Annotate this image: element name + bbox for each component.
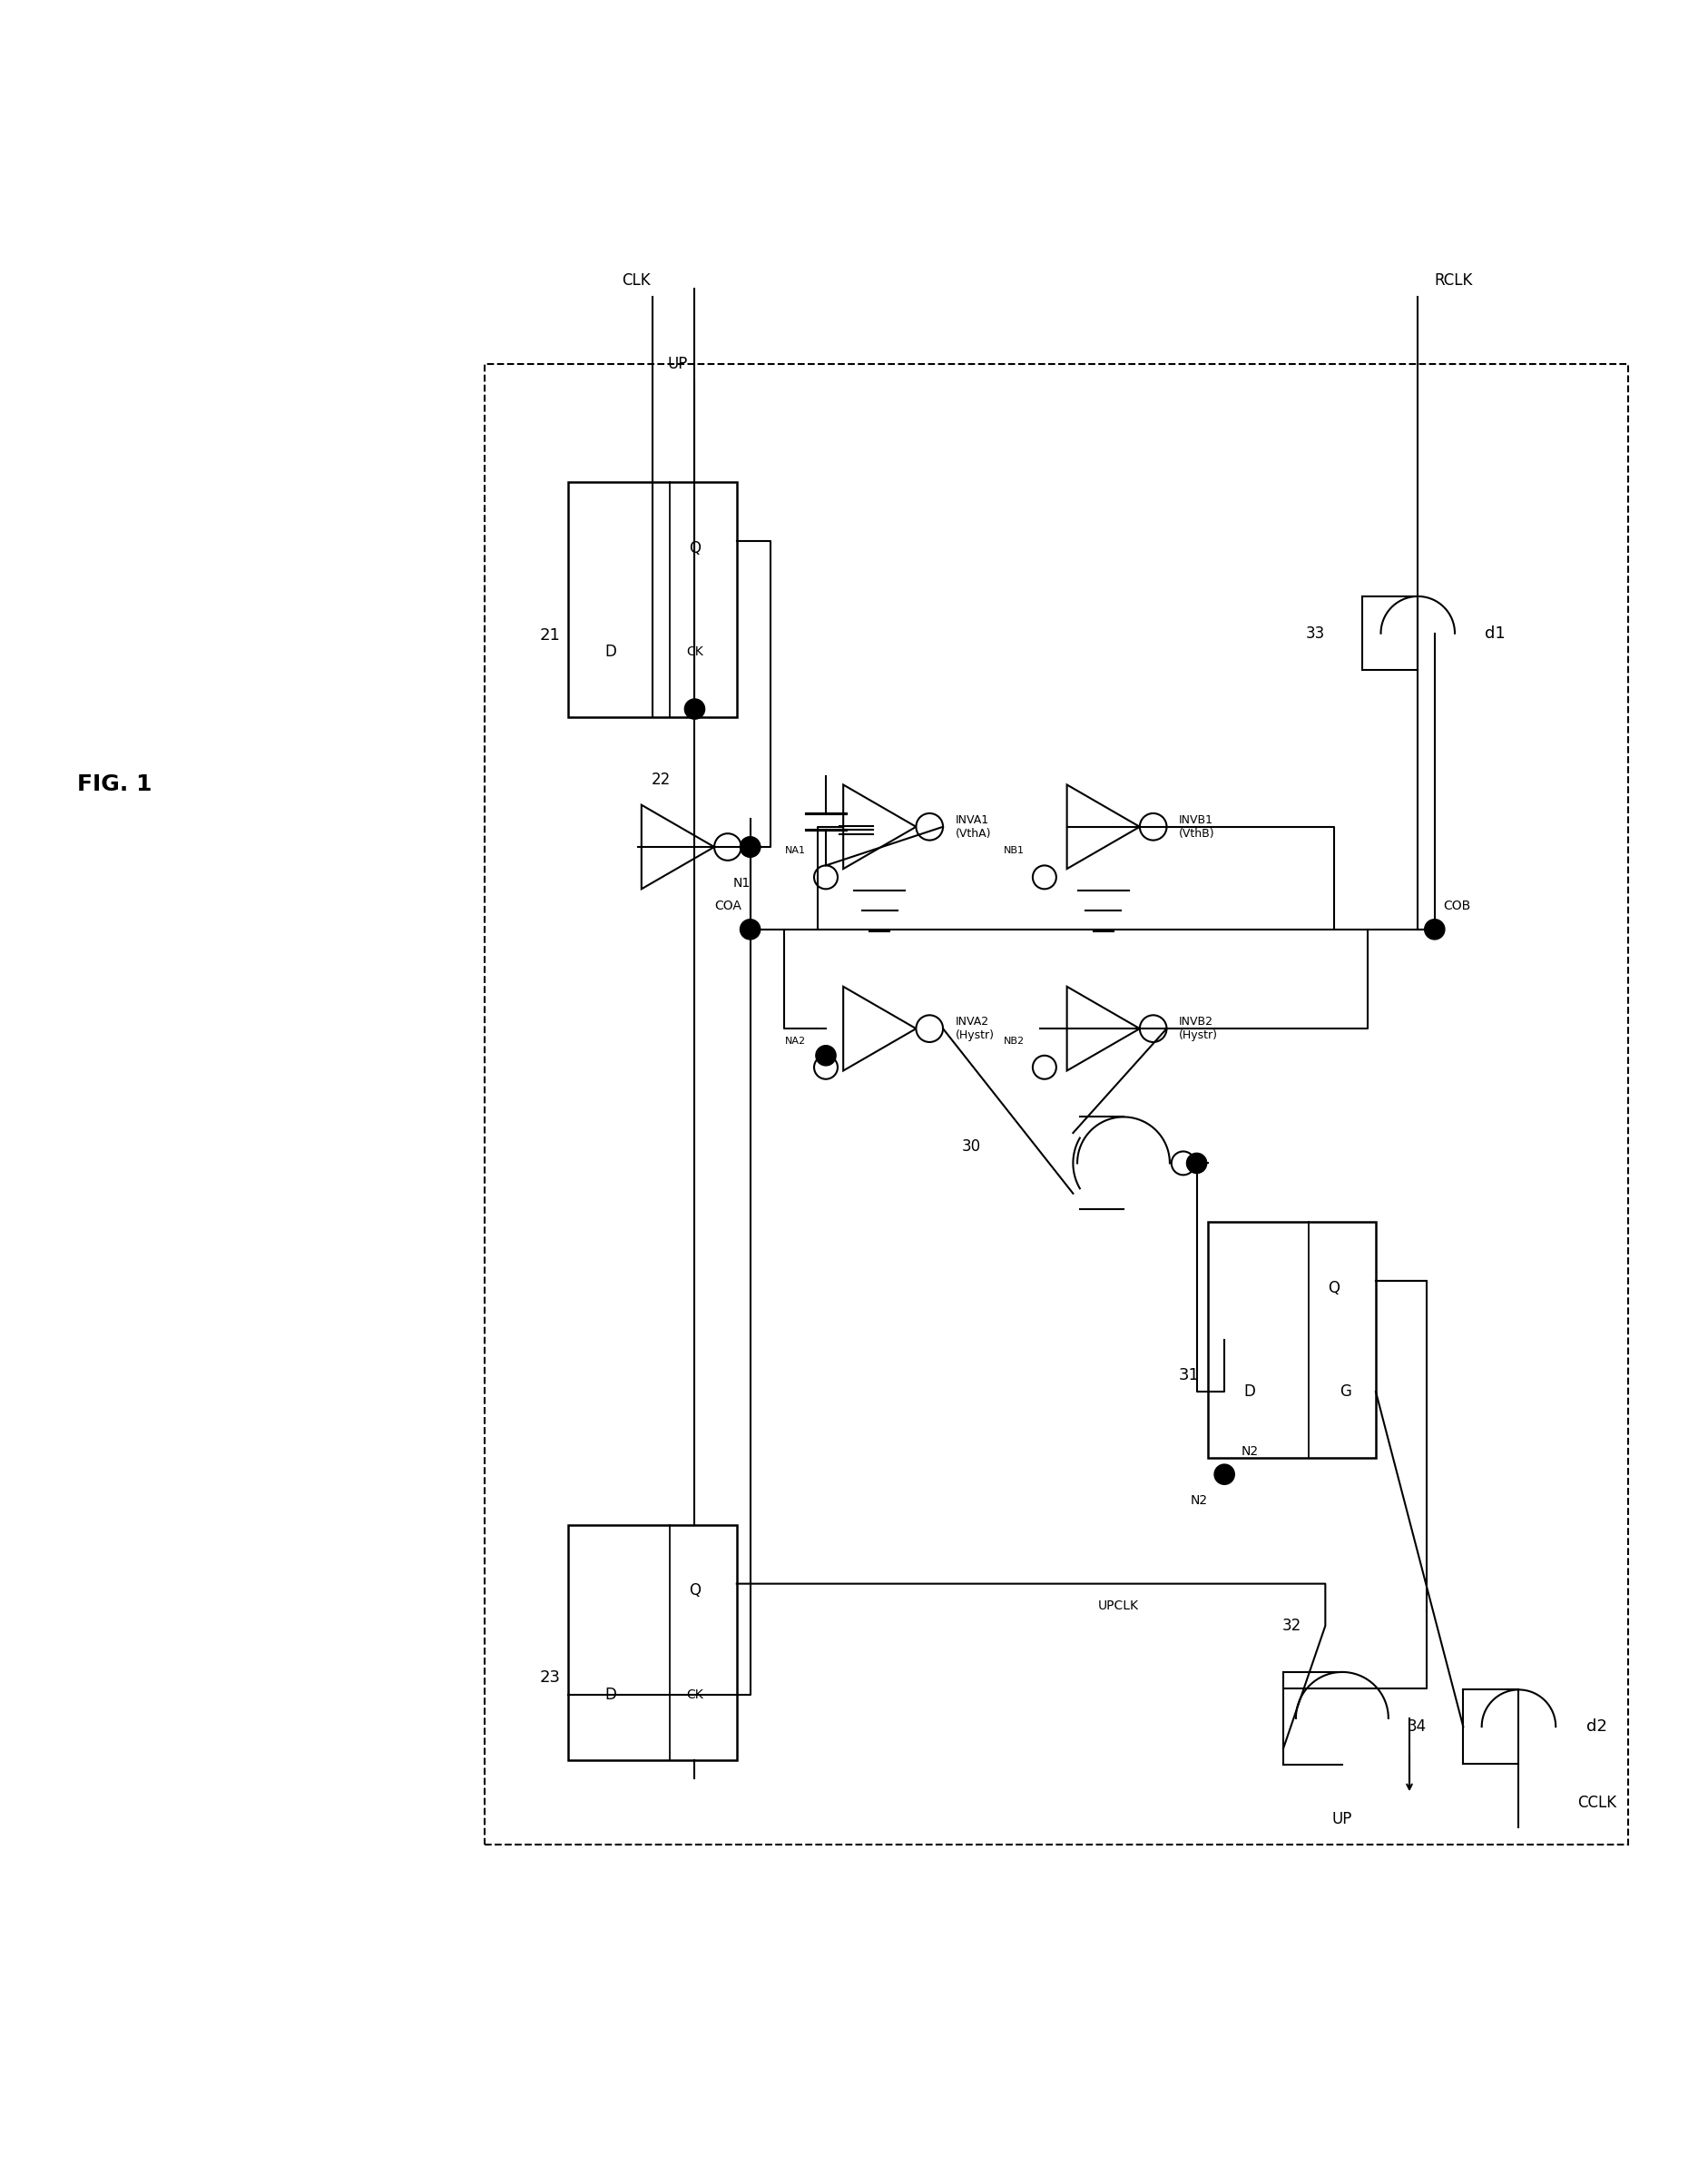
Bar [569, 1525, 736, 1760]
Bar [485, 363, 1628, 1844]
Text: 30: 30 [962, 1138, 980, 1155]
Text: CLK: CLK [622, 272, 649, 289]
Text: d1: d1 [1484, 624, 1505, 642]
Circle shape [1185, 1153, 1206, 1172]
Text: 32: 32 [1281, 1618, 1301, 1633]
Text: N1: N1 [733, 877, 750, 890]
Text: NA1: NA1 [784, 846, 806, 855]
Text: INVA1
(VthA): INVA1 (VthA) [955, 813, 991, 840]
Circle shape [1170, 1151, 1194, 1175]
Circle shape [1139, 1016, 1167, 1042]
Text: D: D [605, 644, 617, 659]
Circle shape [815, 1046, 835, 1066]
Circle shape [714, 833, 741, 861]
Text: INVA2
(Hystr): INVA2 (Hystr) [955, 1016, 994, 1042]
Circle shape [813, 1055, 837, 1079]
Circle shape [813, 866, 837, 890]
Bar [1208, 1222, 1375, 1457]
Text: 34: 34 [1406, 1718, 1426, 1736]
Text: D: D [605, 1686, 617, 1703]
Text: CCLK: CCLK [1576, 1794, 1616, 1810]
Text: Q: Q [1327, 1279, 1339, 1296]
Text: RCLK: RCLK [1435, 272, 1472, 289]
Circle shape [915, 1016, 943, 1042]
Text: UP: UP [1331, 1812, 1351, 1827]
Text: UPCLK: UPCLK [1098, 1599, 1139, 1612]
Circle shape [1032, 1055, 1056, 1079]
Text: CK: CK [687, 1688, 702, 1701]
Text: NB2: NB2 [1003, 1035, 1025, 1046]
Circle shape [740, 920, 760, 940]
Text: INVB2
(Hystr): INVB2 (Hystr) [1179, 1016, 1218, 1042]
Text: N2: N2 [1189, 1494, 1208, 1507]
Text: CK: CK [687, 646, 702, 657]
Text: 21: 21 [540, 626, 560, 644]
Circle shape [1139, 813, 1167, 840]
Text: NB1: NB1 [1003, 846, 1025, 855]
Text: UP: UP [668, 357, 688, 372]
Text: Q: Q [688, 1583, 700, 1599]
Text: COB: COB [1442, 900, 1469, 914]
Text: 22: 22 [651, 772, 670, 787]
Text: G: G [1339, 1383, 1351, 1401]
Text: 23: 23 [540, 1670, 560, 1686]
Text: 33: 33 [1305, 624, 1325, 642]
Text: N2: N2 [1240, 1444, 1257, 1457]
Text: d2: d2 [1585, 1718, 1606, 1736]
Circle shape [1032, 866, 1056, 890]
Circle shape [685, 698, 704, 720]
Text: FIG. 1: FIG. 1 [77, 774, 152, 796]
Text: NA2: NA2 [784, 1035, 806, 1046]
Bar [569, 483, 736, 718]
Text: Q: Q [688, 539, 700, 557]
Text: INVB1
(VthB): INVB1 (VthB) [1179, 813, 1214, 840]
Circle shape [1214, 1464, 1233, 1486]
Circle shape [740, 837, 760, 857]
Text: D: D [1243, 1383, 1255, 1401]
Text: 31: 31 [1179, 1366, 1199, 1383]
Circle shape [740, 837, 760, 857]
Text: COA: COA [714, 900, 741, 914]
Circle shape [915, 813, 943, 840]
Circle shape [1424, 920, 1443, 940]
